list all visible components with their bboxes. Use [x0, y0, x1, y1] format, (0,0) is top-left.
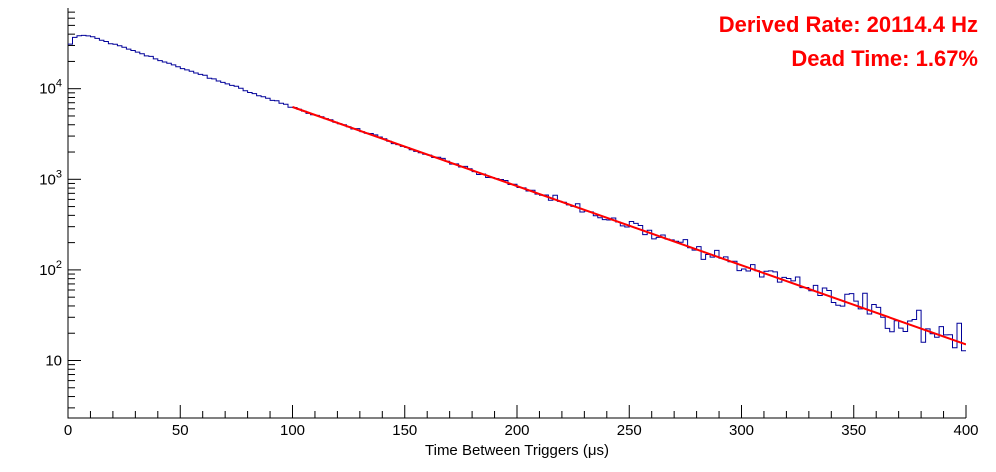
x-tick-label: 100: [280, 422, 305, 439]
y-tick-label: 103: [39, 168, 62, 188]
x-tick-label: 200: [504, 422, 529, 439]
x-tick-label: 300: [729, 422, 754, 439]
annotations: Derived Rate: 20114.4 Hz Dead Time: 1.67…: [719, 8, 978, 76]
series-group: [68, 34, 966, 352]
y-tick-label: 10: [45, 353, 62, 370]
x-tick-label: 150: [392, 422, 417, 439]
x-axis-title: Time Between Triggers (μs): [425, 442, 609, 459]
y-tick-label: 104: [39, 78, 62, 98]
y-tick-label: 102: [39, 259, 62, 279]
x-tick-label: 50: [172, 422, 189, 439]
x-tick-label: 250: [617, 422, 642, 439]
x-tick-label: 350: [841, 422, 866, 439]
x-tick-label: 400: [953, 422, 978, 439]
histogram-series: [68, 34, 966, 352]
annotation-dead-time: Dead Time: 1.67%: [791, 46, 978, 71]
annotation-derived-rate: Derived Rate: 20114.4 Hz: [718, 12, 978, 37]
fit-line: [292, 106, 966, 346]
x-tick-label: 0: [64, 422, 72, 439]
